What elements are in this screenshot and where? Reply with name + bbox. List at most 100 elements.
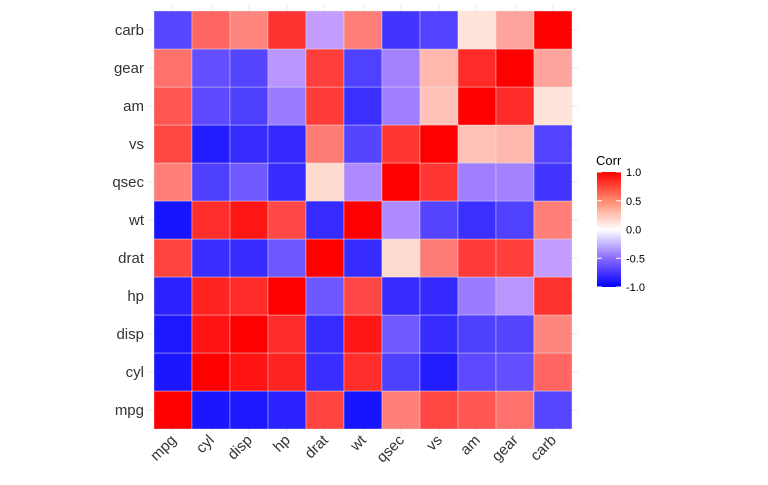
cell-vs-disp (419, 314, 459, 354)
y-tick-label: wt (128, 212, 145, 229)
cell-disp-carb (229, 10, 269, 50)
cell-vs-gear (419, 48, 459, 88)
cell-am-wt (457, 200, 497, 240)
cell-drat-disp (305, 314, 345, 354)
x-axis-labels: mpg cyl disp hp drat wt qsec vs am gear carb (147, 431, 560, 466)
cell-vs-drat (419, 238, 459, 278)
cell-drat-hp (305, 276, 345, 316)
y-tick-label: carb (115, 22, 144, 39)
cell-disp-vs (229, 124, 269, 164)
cell-drat-carb (305, 10, 345, 50)
cell-wt-vs (343, 124, 383, 164)
x-tick-label: disp (224, 432, 255, 463)
cell-wt-wt (343, 200, 383, 240)
cell-am-carb (457, 10, 497, 50)
cell-vs-mpg (419, 390, 459, 430)
legend: Corr 1.0 0.5 0.0 -0.5 -1.0 (596, 153, 645, 294)
cell-disp-am (229, 86, 269, 126)
cell-qsec-wt (381, 200, 421, 240)
cell-gear-am (495, 86, 535, 126)
cell-am-vs (457, 124, 497, 164)
cell-wt-qsec (343, 162, 383, 202)
legend-tick-label: 0.5 (626, 196, 641, 208)
cell-gear-gear (495, 48, 535, 88)
cell-drat-am (305, 86, 345, 126)
x-tick-label: vs (423, 432, 446, 455)
cell-gear-hp (495, 276, 535, 316)
cell-qsec-cyl (381, 352, 421, 392)
cell-mpg-am (153, 86, 193, 126)
cell-cyl-qsec (191, 162, 231, 202)
cell-am-gear (457, 48, 497, 88)
cell-disp-hp (229, 276, 269, 316)
cell-mpg-vs (153, 124, 193, 164)
x-tick-label: gear (489, 432, 522, 465)
x-tick-label: mpg (147, 432, 180, 465)
cell-gear-drat (495, 238, 535, 278)
cell-hp-hp (267, 276, 307, 316)
cell-wt-disp (343, 314, 383, 354)
cell-mpg-disp (153, 314, 193, 354)
cell-qsec-hp (381, 276, 421, 316)
cell-disp-disp (229, 314, 269, 354)
legend-tick-label: -0.5 (626, 253, 645, 265)
cell-mpg-drat (153, 238, 193, 278)
x-tick-label: hp (270, 432, 294, 456)
cell-drat-wt (305, 200, 345, 240)
cell-vs-carb (419, 10, 459, 50)
cell-cyl-hp (191, 276, 231, 316)
y-axis-labels: mpg cyl disp hp drat wt qsec vs am gear carb (112, 22, 145, 419)
cell-gear-qsec (495, 162, 535, 202)
cell-am-hp (457, 276, 497, 316)
cell-vs-am (419, 86, 459, 126)
cell-vs-vs (419, 124, 459, 164)
cell-cyl-disp (191, 314, 231, 354)
x-tick-label: am (457, 432, 484, 459)
x-tick-label: carb (527, 432, 560, 465)
cell-carb-hp (533, 276, 573, 316)
cell-carb-drat (533, 238, 573, 278)
cell-mpg-wt (153, 200, 193, 240)
y-tick-label: drat (118, 250, 145, 267)
cell-wt-carb (343, 10, 383, 50)
cell-qsec-am (381, 86, 421, 126)
cell-carb-wt (533, 200, 573, 240)
cell-carb-vs (533, 124, 573, 164)
cell-drat-mpg (305, 390, 345, 430)
cell-qsec-gear (381, 48, 421, 88)
cell-qsec-carb (381, 10, 421, 50)
cell-wt-hp (343, 276, 383, 316)
cell-wt-drat (343, 238, 383, 278)
y-tick-label: mpg (115, 402, 144, 419)
cell-drat-cyl (305, 352, 345, 392)
cell-qsec-vs (381, 124, 421, 164)
cell-cyl-drat (191, 238, 231, 278)
legend-title: Corr (596, 153, 622, 168)
cell-cyl-wt (191, 200, 231, 240)
cell-qsec-disp (381, 314, 421, 354)
cell-cyl-mpg (191, 390, 231, 430)
cell-drat-drat (305, 238, 345, 278)
cell-am-cyl (457, 352, 497, 392)
cell-mpg-qsec (153, 162, 193, 202)
cell-hp-carb (267, 10, 307, 50)
cell-drat-qsec (305, 162, 345, 202)
cell-mpg-carb (153, 10, 193, 50)
cell-cyl-carb (191, 10, 231, 50)
heatmap-cells (153, 10, 573, 430)
cell-carb-cyl (533, 352, 573, 392)
cell-am-mpg (457, 390, 497, 430)
x-tick-label: qsec (373, 431, 408, 466)
cell-carb-gear (533, 48, 573, 88)
cell-carb-qsec (533, 162, 573, 202)
cell-disp-wt (229, 200, 269, 240)
cell-hp-gear (267, 48, 307, 88)
cell-cyl-vs (191, 124, 231, 164)
cell-qsec-mpg (381, 390, 421, 430)
cell-gear-vs (495, 124, 535, 164)
cell-wt-am (343, 86, 383, 126)
cell-wt-gear (343, 48, 383, 88)
cell-vs-qsec (419, 162, 459, 202)
cell-carb-disp (533, 314, 573, 354)
